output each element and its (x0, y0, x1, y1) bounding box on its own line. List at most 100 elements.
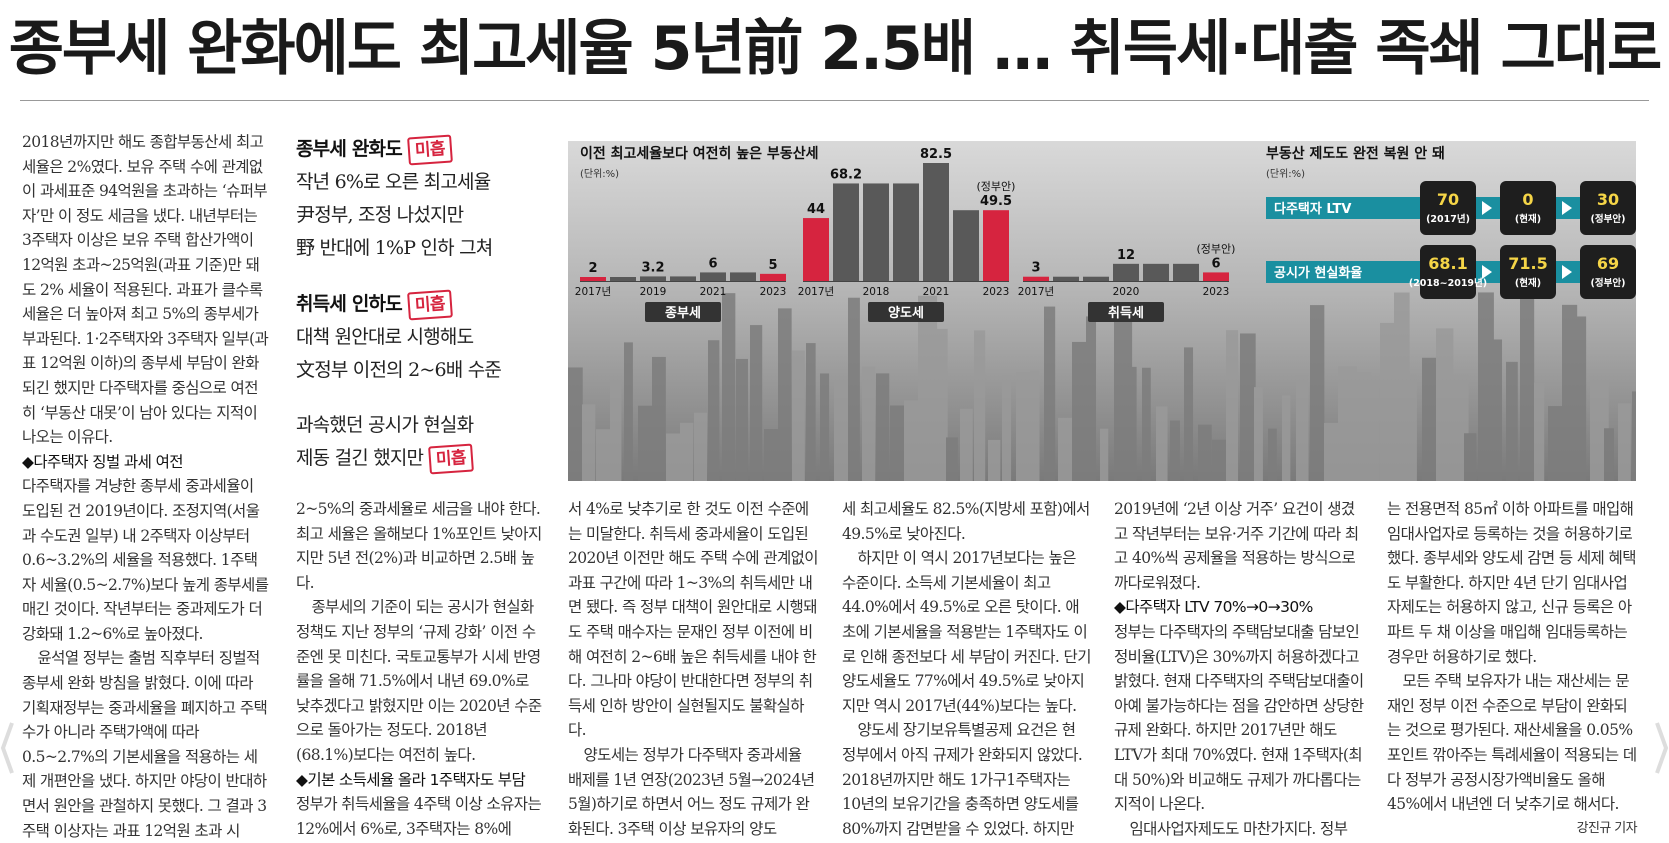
building (1296, 375, 1309, 481)
sidebar-line-text: 野 반대에 1%P 인하 그쳐 (296, 237, 493, 259)
building (988, 439, 1001, 481)
value-text: 70 (1437, 190, 1459, 209)
building (750, 325, 763, 481)
paragraph: 정부가 취득세율을 4주택 이상 소유자는 12%에서 6%로, 3주택자는 8… (296, 795, 542, 838)
sidebar-line: 과속했던 공시가 현실화 (296, 409, 546, 442)
building (1562, 304, 1578, 481)
value-text: 71.5 (1508, 254, 1547, 273)
data-label: 5 (768, 258, 777, 273)
building (1226, 330, 1239, 481)
bar (670, 276, 696, 281)
group-label: 양도세 (888, 306, 924, 321)
building (624, 342, 633, 481)
paragraph: 2~5%의 중과세율로 세금을 내야 한다. 최고 세율은 올해보다 1%포인트… (296, 500, 542, 592)
value-box (1420, 245, 1476, 299)
paragraph: 하지만 이 역시 2017년보다는 높은 수준이다. 소득세 기본세율이 최고 … (842, 549, 1091, 715)
article-column-5: 2019년에 ‘2년 이상 거주’ 요건이 생겼고 작년부터는 보유·거주 기간… (1114, 497, 1364, 841)
building (736, 358, 748, 481)
headline: 종부세 완화에도 최고세율 5년前 2.5배 … 취득세·대출 족쇄 그대로 (8, 14, 1663, 84)
policy-table: 부동산 제도도 완전 복원 안 돼 (단위:%) 다주택자 LTV 70 (2017년)… (1266, 145, 1636, 299)
building (1170, 420, 1180, 481)
value-sub: (정부안) (1591, 213, 1626, 225)
building (568, 367, 583, 481)
tax-rate-chart: 이전 최고세율보다 여전히 높은 부동산세 (단위:%) 2 3.2 6 5 2017년 20… (575, 145, 1236, 322)
building (834, 379, 851, 481)
value-sub: (현재) (1515, 213, 1541, 225)
building (1254, 387, 1263, 481)
bar (1083, 276, 1109, 281)
building (946, 437, 958, 481)
building (960, 408, 973, 481)
note-label: (정부안) (977, 180, 1016, 193)
building (876, 373, 890, 481)
building (1436, 328, 1454, 481)
building (792, 350, 805, 481)
value-text: 68.1 (1428, 254, 1467, 273)
stamp-insufficient: 미흡 (428, 443, 474, 475)
paragraph: 서 4%로 낮추기로 한 것도 이전 수준에는 미달한다. 취득세 중과세율이 … (568, 500, 819, 740)
arrow-right-icon (1562, 201, 1572, 215)
building (1282, 395, 1291, 481)
sidebar-heading-text: 취득세 인하도 (296, 293, 403, 315)
tick-label: 2017년 (575, 286, 611, 298)
headline-rule (20, 100, 1649, 101)
note-label: (정부안) (1197, 242, 1236, 255)
building (1184, 347, 1194, 481)
group-label-bg (1088, 302, 1164, 322)
value-box (1500, 245, 1556, 299)
building (1086, 316, 1097, 481)
building (1198, 424, 1212, 481)
sidebar-summary: 종부세 완화도 미흡 작년 6%로 오른 최고세율 尹정부, 조정 나섰지만 野 반대에… (296, 132, 546, 497)
bar (893, 183, 919, 281)
paragraph: ◆다주택자 징벌 과세 여전 (22, 452, 184, 471)
building (722, 293, 736, 481)
sidebar-line: 작년 6%로 오른 최고세율 (296, 166, 546, 199)
bar (803, 218, 829, 281)
building (1618, 403, 1631, 481)
paragraph: 종부세의 기준이 되는 공시가 현실화 정책도 지난 정부의 ‘규제 강화’ 이… (296, 598, 542, 764)
bar (923, 163, 949, 281)
building (1506, 361, 1518, 481)
data-label: 12 (1117, 248, 1135, 263)
paragraph: 세 최고세율도 82.5%(지방세 포함)에서 49.5%로 낮아진다. (842, 500, 1090, 543)
prev-page-arrow[interactable] (0, 718, 14, 778)
sidebar-line-text: 文정부 이전의 2~6배 수준 (296, 359, 502, 381)
paragraph: 는 전용면적 85㎡ 이하 아파트를 매입해 임대사업자로 등록하는 것을 허용… (1387, 500, 1636, 666)
value-sub: (2017년) (1426, 213, 1470, 225)
paragraph: ◆기본 소득세율 올라 1주택자도 부담 (296, 770, 526, 789)
building (1114, 316, 1133, 481)
bar (1143, 263, 1169, 281)
building (1408, 374, 1417, 481)
building (1492, 339, 1503, 481)
data-label: 49.5 (980, 194, 1012, 209)
value-box (1580, 181, 1636, 235)
building (778, 308, 792, 481)
building (638, 405, 655, 481)
building (932, 328, 948, 481)
bar (1053, 276, 1079, 281)
article-column-3: 서 4%로 낮추기로 한 것도 이전 수준에는 미달한다. 취득세 중과세율이 … (568, 497, 819, 841)
next-page-arrow[interactable] (1655, 718, 1669, 778)
building (862, 366, 876, 481)
building (1310, 305, 1325, 481)
value-text: 30 (1597, 190, 1619, 209)
bar (640, 276, 666, 281)
data-label: 82.5 (920, 147, 952, 162)
sidebar-line-text: 제동 걸긴 했지만 (296, 447, 424, 469)
building (582, 404, 596, 481)
building (1394, 292, 1410, 481)
value-box (1580, 245, 1636, 299)
building (1044, 306, 1056, 481)
value-sub: (현재) (1515, 277, 1541, 289)
building (1450, 374, 1469, 481)
building (974, 330, 986, 481)
building (904, 400, 922, 481)
building (1240, 333, 1256, 481)
data-label: 3.2 (641, 260, 664, 275)
paragraph: ◆다주택자 LTV 70%→0→30% (1114, 598, 1313, 617)
value-text: 69 (1597, 254, 1619, 273)
stamp-insufficient: 미흡 (406, 134, 453, 166)
building (1520, 297, 1535, 481)
building (1534, 382, 1545, 481)
sidebar-line-text: 과속했던 공시가 현실화 (296, 414, 474, 436)
